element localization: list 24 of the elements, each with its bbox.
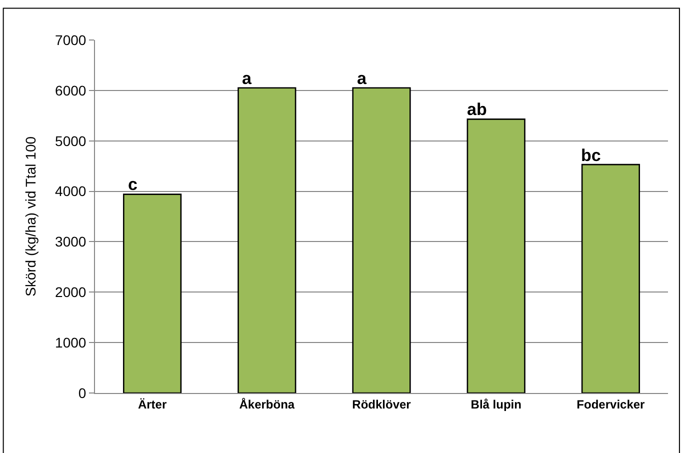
y-tick-label: 7000 <box>55 32 86 48</box>
annotation: bc <box>581 146 601 165</box>
x-tick-label: Fodervicker <box>576 397 646 412</box>
annotation: ab <box>467 100 487 119</box>
y-tick-label: 2000 <box>55 284 86 300</box>
x-tick-label: Blå lupin <box>470 397 522 412</box>
x-tick-label: Rödklöver <box>352 397 412 412</box>
annotation: a <box>357 69 367 88</box>
y-tick-label: 6000 <box>55 82 86 98</box>
y-axis-title: Skörd (kg/ha) vid Ttal 100 <box>22 136 39 297</box>
bar <box>238 87 296 393</box>
y-tick-label: 4000 <box>55 183 86 200</box>
annotation: c <box>128 175 138 194</box>
bar <box>466 118 526 393</box>
bar <box>123 194 182 393</box>
bar <box>581 164 640 393</box>
x-tick-label: Åkerböna <box>239 397 295 412</box>
annotation: a <box>242 69 252 88</box>
y-tick-label: 0 <box>78 384 86 401</box>
y-tick-label: 5000 <box>55 132 86 149</box>
x-tick-label: Ärter <box>138 397 167 412</box>
y-tick-label: 1000 <box>55 334 86 350</box>
y-tick-label: 3000 <box>55 234 86 250</box>
bar <box>352 87 411 393</box>
